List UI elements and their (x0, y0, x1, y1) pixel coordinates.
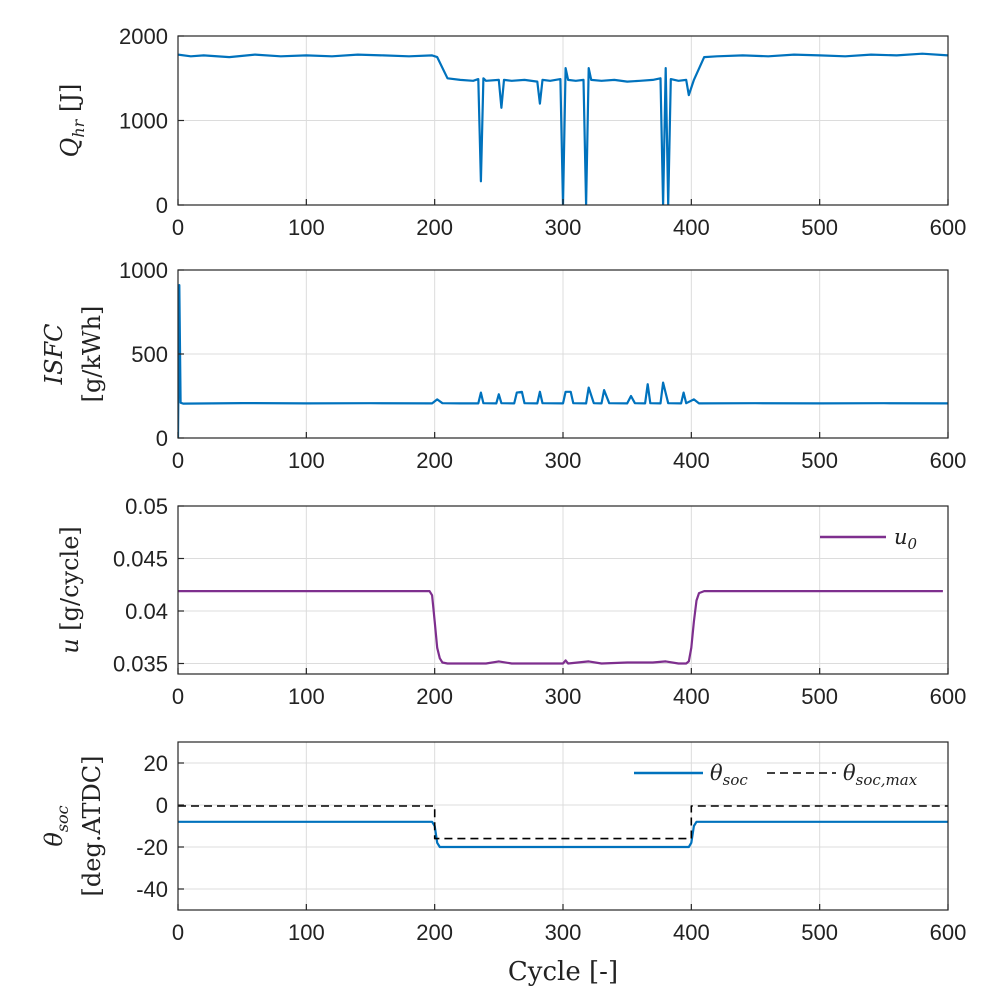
x-axis-label: Cycle [-] (508, 957, 618, 987)
x-tick-label: 400 (673, 448, 710, 473)
y-tick-label: 0 (156, 793, 168, 818)
y-tick-label: 20 (144, 751, 168, 776)
y-axis-label-symbol: θ (40, 832, 68, 847)
x-tick-label: 500 (801, 215, 838, 240)
y-tick-label: 0.035 (113, 652, 168, 677)
y-axis-label-subscript: hr (69, 118, 88, 137)
y-axis-label-unit: [deg.ATDC] (78, 756, 106, 897)
x-tick-label: 500 (801, 448, 838, 473)
x-tick-label: 100 (288, 920, 325, 945)
x-tick-label: 200 (416, 448, 453, 473)
legend-label-main: u (894, 525, 908, 549)
series-line-theta-1 (178, 805, 948, 840)
y-tick-label: 0 (156, 193, 168, 218)
x-tick-label: 300 (545, 684, 582, 709)
x-tick-label: 500 (801, 920, 838, 945)
y-tick-label: 0.045 (113, 547, 168, 572)
x-tick-label: 600 (930, 684, 967, 709)
x-tick-label: 400 (673, 920, 710, 945)
y-axis-label-symbol-line: θsoc (40, 805, 72, 846)
x-tick-label: 400 (673, 684, 710, 709)
y-axis-label: u [g/cycle] (56, 526, 84, 654)
subplot-isfc: 0 100 200 300 400 500 600 0 500 1000 ISFC [g/kWh] (40, 258, 966, 473)
x-tick-label: 100 (288, 448, 325, 473)
legend-label-subscript: 0 (908, 535, 918, 553)
y-tick-label: 0.04 (125, 599, 168, 624)
y-axis-label-unit: [J] (56, 84, 84, 120)
y-tick-label: 1000 (119, 258, 168, 283)
x-tick-label: 300 (545, 448, 582, 473)
legend-label-theta-soc-max: θsoc,max (843, 761, 918, 789)
x-tick-label: 200 (416, 215, 453, 240)
x-tick-label: 600 (930, 448, 967, 473)
subplot-u: 0 100 200 300 400 500 600 0.035 0.04 0.045 0.05 u [… (56, 494, 966, 709)
y-tick-label: -20 (136, 835, 168, 860)
legend-label-main: θ (843, 761, 856, 785)
x-tick-label: 100 (288, 215, 325, 240)
y-axis-label-unit: [g/kWh] (78, 306, 106, 403)
legend-label-subscript: soc,max (856, 771, 918, 789)
legend-label-theta-soc: θsoc (710, 761, 748, 789)
x-tick-label: 0 (172, 684, 184, 709)
x-tick-label: 500 (801, 684, 838, 709)
series-line-u-0 (178, 589, 943, 665)
x-tick-label: 0 (172, 920, 184, 945)
x-tick-label: 0 (172, 215, 184, 240)
x-tick-label: 600 (930, 215, 967, 240)
x-tick-label: 400 (673, 215, 710, 240)
x-tick-label: 300 (545, 215, 582, 240)
series-line-qhr-0 (178, 52, 948, 205)
x-tick-label: 0 (172, 448, 184, 473)
y-axis-label-unit: [g/cycle] (56, 526, 84, 638)
legend: θsoc θsoc,max (634, 761, 918, 789)
y-tick-label: 0.05 (125, 494, 168, 519)
y-tick-label: 500 (131, 342, 168, 367)
y-tick-label: 0 (156, 426, 168, 451)
y-axis-label-symbol-line: ISFC (40, 324, 68, 386)
x-tick-label: 300 (545, 920, 582, 945)
x-tick-label: 100 (288, 684, 325, 709)
x-tick-label: 200 (416, 684, 453, 709)
y-tick-label: 1000 (119, 109, 168, 134)
y-axis-label: Qhr [J] (56, 84, 88, 158)
legend-label-main: θ (710, 761, 723, 785)
y-tick-label: 2000 (119, 24, 168, 49)
series-line-isfc-0 (178, 284, 948, 438)
series-line-theta-0 (178, 820, 948, 849)
subplot-qhr: 0 100 200 300 400 500 600 0 1000 2000 Qhr [J] (56, 24, 966, 240)
x-tick-label: 200 (416, 920, 453, 945)
y-axis-label-symbol: ISFC (40, 324, 68, 386)
legend: u0 (820, 525, 918, 553)
y-axis-label-subscript: soc (53, 805, 72, 832)
x-tick-label: 600 (930, 920, 967, 945)
y-axis-label-symbol: Q (56, 138, 84, 158)
y-axis-label-symbol: u (56, 638, 84, 653)
legend-label-subscript: soc (723, 771, 749, 789)
legend-label-u0: u0 (894, 525, 918, 553)
y-tick-label: -40 (136, 877, 168, 902)
